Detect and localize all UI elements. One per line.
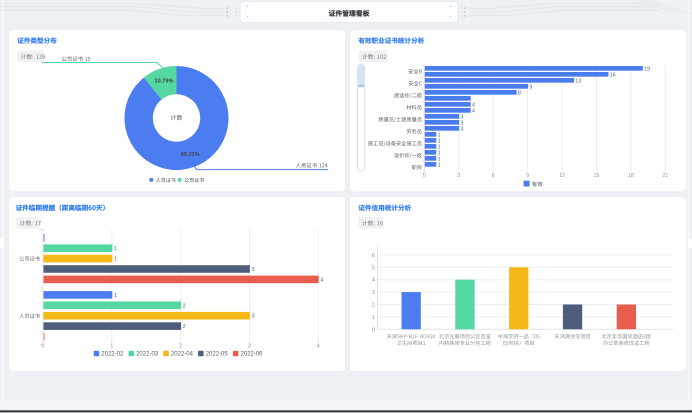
svg-text:3: 3 bbox=[252, 314, 255, 320]
svg-text:0: 0 bbox=[372, 327, 375, 333]
svg-text:2: 2 bbox=[183, 303, 186, 309]
svg-text:1: 1 bbox=[110, 344, 113, 350]
svg-text:1: 1 bbox=[438, 162, 441, 168]
svg-text:1: 1 bbox=[438, 138, 441, 144]
svg-text:2022-03: 2022-03 bbox=[136, 352, 159, 358]
svg-text:3: 3 bbox=[252, 267, 255, 273]
svg-text:21: 21 bbox=[662, 173, 668, 179]
svg-text:1: 1 bbox=[438, 132, 441, 138]
svg-text:5: 5 bbox=[372, 265, 375, 271]
svg-text:18: 18 bbox=[628, 173, 634, 179]
svg-text:3: 3 bbox=[461, 126, 464, 132]
svg-text:13: 13 bbox=[575, 78, 581, 84]
svg-text:1: 1 bbox=[114, 246, 117, 252]
svg-text:6: 6 bbox=[492, 173, 495, 179]
svg-text:12: 12 bbox=[559, 173, 565, 179]
svg-text:1: 1 bbox=[438, 150, 441, 156]
svg-text:4: 4 bbox=[320, 277, 323, 283]
svg-text:3: 3 bbox=[457, 173, 460, 179]
svg-text:2: 2 bbox=[179, 344, 182, 350]
svg-text:0: 0 bbox=[423, 173, 426, 179]
svg-text:89.21%: 89.21% bbox=[181, 152, 200, 158]
svg-text:2022-04: 2022-04 bbox=[171, 352, 194, 358]
svg-text:2022-05: 2022-05 bbox=[206, 352, 229, 358]
svg-text:2022-02: 2022-02 bbox=[101, 352, 124, 358]
svg-text:4: 4 bbox=[372, 278, 375, 284]
svg-text:3: 3 bbox=[248, 344, 251, 350]
svg-text:15: 15 bbox=[594, 173, 600, 179]
svg-text:1: 1 bbox=[372, 315, 375, 321]
svg-text:1: 1 bbox=[438, 156, 441, 162]
svg-text:2: 2 bbox=[183, 324, 186, 330]
svg-text:9: 9 bbox=[529, 84, 532, 90]
svg-text:6: 6 bbox=[372, 253, 375, 259]
svg-text:10.79%: 10.79% bbox=[155, 78, 174, 84]
svg-text:3: 3 bbox=[461, 114, 464, 120]
svg-text:16: 16 bbox=[610, 72, 616, 78]
svg-text:4: 4 bbox=[472, 108, 475, 114]
svg-text:1: 1 bbox=[114, 257, 117, 263]
svg-text:9: 9 bbox=[526, 173, 529, 179]
svg-text:3: 3 bbox=[372, 290, 375, 296]
svg-text:1: 1 bbox=[114, 293, 117, 299]
svg-text:0: 0 bbox=[42, 344, 45, 350]
svg-text:2: 2 bbox=[372, 303, 375, 309]
svg-text:3: 3 bbox=[461, 120, 464, 126]
svg-text:4: 4 bbox=[472, 102, 475, 108]
svg-text:4: 4 bbox=[317, 344, 320, 350]
svg-text:8: 8 bbox=[518, 90, 521, 96]
svg-text:2022-06: 2022-06 bbox=[241, 352, 264, 358]
svg-text:19: 19 bbox=[644, 66, 650, 72]
svg-text:1: 1 bbox=[438, 144, 441, 150]
